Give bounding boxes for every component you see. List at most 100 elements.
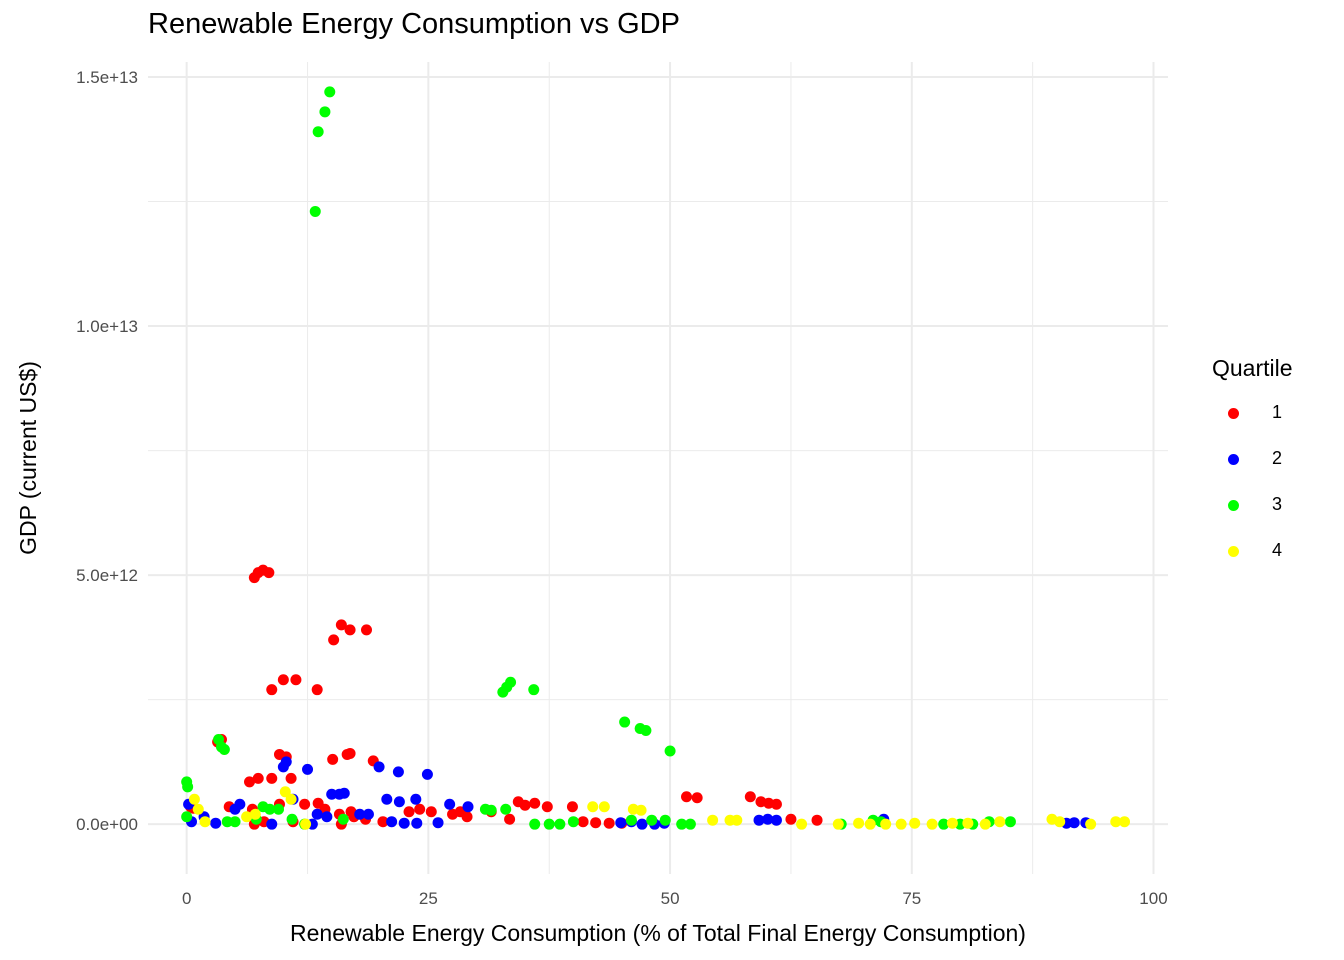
data-point (344, 747, 356, 759)
data-point (926, 818, 938, 830)
data-point (684, 818, 696, 830)
data-point (300, 818, 312, 830)
data-point (421, 768, 433, 780)
legend-key (1228, 546, 1239, 557)
data-point (392, 766, 404, 778)
data-points (181, 86, 1130, 830)
data-point (979, 818, 991, 830)
data-point (244, 776, 256, 788)
data-point (299, 798, 311, 810)
data-point (646, 814, 658, 826)
data-point (302, 763, 314, 775)
data-point (1054, 816, 1066, 828)
data-point (625, 814, 637, 826)
data-point (462, 801, 474, 813)
data-point (770, 798, 782, 810)
data-point (528, 684, 540, 696)
data-point (1118, 816, 1130, 828)
data-point (691, 792, 703, 804)
data-point (312, 126, 324, 138)
data-point (199, 816, 211, 828)
data-point (796, 818, 808, 830)
data-point (241, 811, 253, 823)
legend-item: 1 (1212, 396, 1293, 442)
data-point (319, 106, 331, 118)
data-point (587, 801, 599, 813)
y-tick-label: 5.0e+12 (76, 566, 138, 585)
legend-label: 1 (1272, 402, 1283, 422)
data-point (354, 808, 366, 820)
data-point (994, 816, 1006, 828)
data-point (603, 817, 615, 829)
data-point (880, 818, 892, 830)
data-point (311, 684, 323, 696)
series-3 (181, 86, 1016, 830)
data-point (362, 808, 374, 820)
data-point (393, 796, 405, 808)
data-point (577, 816, 589, 828)
data-point (529, 818, 541, 830)
data-point (962, 817, 974, 829)
data-point (895, 818, 907, 830)
data-point (640, 725, 652, 737)
data-point (444, 798, 456, 810)
y-axis-title: GDP (current US$) (15, 361, 41, 555)
legend-key (1228, 408, 1239, 419)
data-point (263, 567, 275, 579)
x-tick-label: 50 (661, 889, 680, 908)
data-point (811, 814, 823, 826)
legend-key (1228, 500, 1239, 511)
data-point (290, 674, 302, 686)
data-point (762, 813, 774, 825)
x-tick-label: 100 (1139, 889, 1167, 908)
data-point (403, 806, 415, 818)
legend-title: Quartile (1212, 355, 1293, 381)
data-point (335, 619, 347, 631)
data-point (832, 818, 844, 830)
data-point (1110, 816, 1122, 828)
data-point (266, 818, 278, 830)
data-point (785, 813, 797, 825)
data-point (598, 801, 610, 813)
x-axis-ticks: 0 25 50 75 100 (182, 889, 1168, 908)
data-point (744, 791, 756, 803)
data-point (529, 797, 541, 809)
data-point (770, 814, 782, 826)
legend: Quartile 1 2 3 4 (1212, 355, 1293, 580)
y-tick-label: 1.5e+13 (76, 68, 138, 87)
data-point (566, 801, 578, 813)
x-tick-label: 25 (419, 889, 438, 908)
data-point (234, 798, 246, 810)
data-point (938, 818, 950, 830)
legend-label: 4 (1272, 540, 1283, 560)
data-point (311, 808, 323, 820)
data-point (279, 786, 291, 798)
data-point (753, 814, 765, 826)
data-point (338, 787, 350, 799)
data-point (864, 818, 876, 830)
data-point (519, 799, 531, 811)
data-point (266, 684, 278, 696)
data-point (1004, 816, 1016, 828)
data-point (210, 817, 222, 829)
data-point (425, 806, 437, 818)
x-tick-label: 75 (902, 889, 921, 908)
data-point (461, 811, 473, 823)
data-point (707, 814, 719, 826)
legend-label: 2 (1272, 448, 1283, 468)
data-point (361, 624, 373, 636)
data-point (659, 814, 671, 826)
data-point (328, 634, 340, 646)
y-tick-label: 1.0e+13 (76, 317, 138, 336)
data-point (221, 816, 233, 828)
data-point (252, 772, 264, 784)
data-point (188, 793, 200, 805)
data-point (505, 676, 517, 688)
series-4 (188, 786, 1130, 830)
data-point (386, 816, 398, 828)
data-point (285, 793, 297, 805)
data-point (377, 816, 389, 828)
data-point (485, 804, 497, 816)
legend-items: 1 2 3 4 (1212, 396, 1293, 580)
